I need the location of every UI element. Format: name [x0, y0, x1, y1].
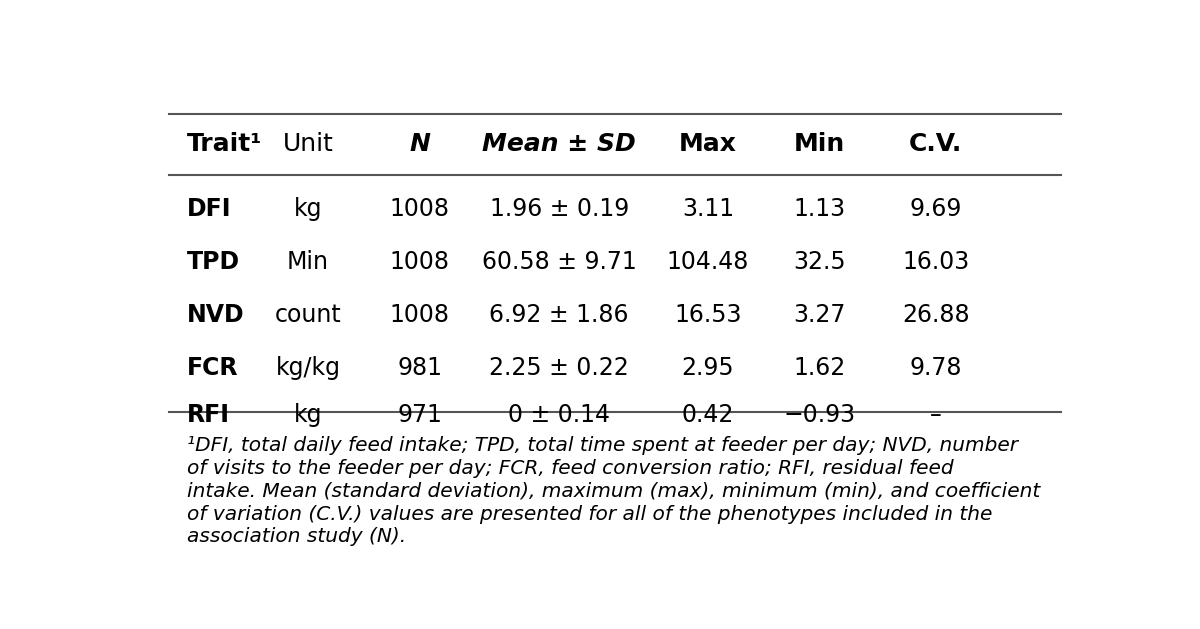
Text: 0 ± 0.14: 0 ± 0.14: [509, 403, 611, 426]
Text: 1.62: 1.62: [793, 357, 846, 381]
Text: Mean ± SD: Mean ± SD: [482, 132, 636, 156]
Text: 9.78: 9.78: [910, 357, 962, 381]
Text: DFI: DFI: [187, 197, 232, 221]
Text: 3.27: 3.27: [793, 303, 846, 327]
Text: 1008: 1008: [390, 197, 450, 221]
Text: 26.88: 26.88: [902, 303, 970, 327]
Text: C.V.: C.V.: [910, 132, 962, 156]
Text: 1008: 1008: [390, 250, 450, 274]
Text: Min: Min: [287, 250, 329, 274]
Text: 60.58 ± 9.71: 60.58 ± 9.71: [482, 250, 636, 274]
Text: 1.13: 1.13: [793, 197, 846, 221]
Text: Min: Min: [794, 132, 845, 156]
Text: count: count: [275, 303, 342, 327]
Text: 3.11: 3.11: [682, 197, 734, 221]
Text: NVD: NVD: [187, 303, 245, 327]
Text: kg/kg: kg/kg: [276, 357, 341, 381]
Text: 1.96 ± 0.19: 1.96 ± 0.19: [490, 197, 629, 221]
Text: association study (N).: association study (N).: [187, 527, 407, 547]
Text: of variation (C.V.) values are presented for all of the phenotypes included in t: of variation (C.V.) values are presented…: [187, 504, 992, 523]
Text: 6.92 ± 1.86: 6.92 ± 1.86: [490, 303, 629, 327]
Text: Max: Max: [679, 132, 737, 156]
Text: TPD: TPD: [187, 250, 240, 274]
Text: FCR: FCR: [187, 357, 239, 381]
Text: 104.48: 104.48: [667, 250, 749, 274]
Text: 0.42: 0.42: [682, 403, 734, 426]
Text: intake. Mean (standard deviation), maximum (max), minimum (min), and coefficient: intake. Mean (standard deviation), maxim…: [187, 482, 1040, 501]
Text: −0.93: −0.93: [784, 403, 856, 426]
Text: 2.25 ± 0.22: 2.25 ± 0.22: [490, 357, 629, 381]
Text: 16.03: 16.03: [902, 250, 970, 274]
Text: ¹DFI, total daily feed intake; TPD, total time spent at feeder per day; NVD, num: ¹DFI, total daily feed intake; TPD, tota…: [187, 437, 1019, 455]
Text: Trait¹: Trait¹: [187, 132, 263, 156]
Text: Unit: Unit: [283, 132, 334, 156]
Text: 981: 981: [397, 357, 442, 381]
Text: 971: 971: [397, 403, 442, 426]
Text: 32.5: 32.5: [793, 250, 846, 274]
Text: –: –: [930, 403, 942, 426]
Text: RFI: RFI: [187, 403, 230, 426]
Text: N: N: [409, 132, 430, 156]
Text: 2.95: 2.95: [682, 357, 734, 381]
Text: 1008: 1008: [390, 303, 450, 327]
Text: of visits to the feeder per day; FCR, feed conversion ratio; RFI, residual feed: of visits to the feeder per day; FCR, fe…: [187, 459, 954, 478]
Text: 9.69: 9.69: [910, 197, 962, 221]
Text: kg: kg: [294, 403, 323, 426]
Text: 16.53: 16.53: [674, 303, 742, 327]
Text: kg: kg: [294, 197, 323, 221]
